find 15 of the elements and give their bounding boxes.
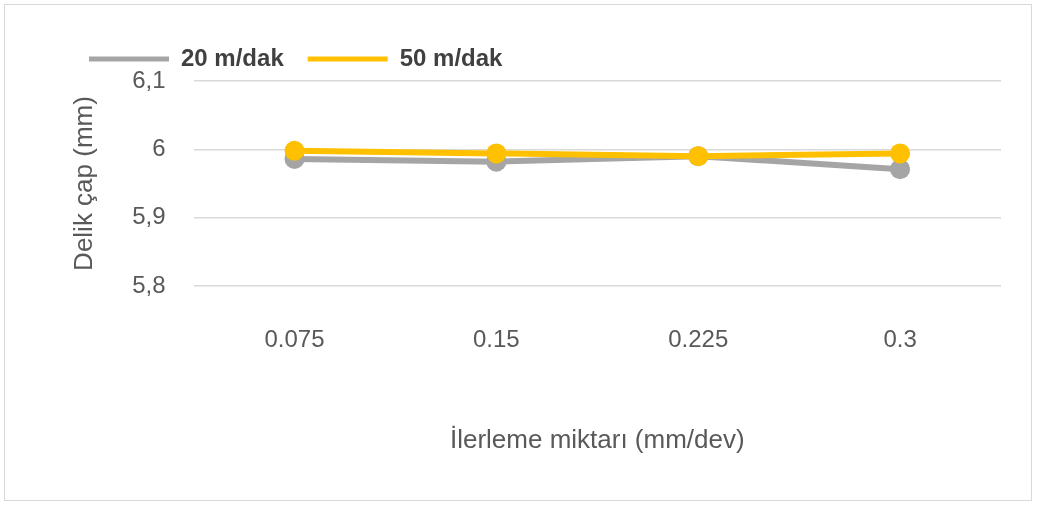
legend-label: 50 m/dak	[399, 43, 504, 71]
y-tick-label: 6,1	[132, 65, 166, 93]
x-tick-label: 0.15	[472, 325, 520, 353]
y-tick-label: 6	[152, 133, 166, 161]
point	[890, 143, 911, 164]
x-tick-label: 0.225	[668, 325, 729, 353]
point	[486, 143, 507, 164]
legend-label: 20 m/dak	[181, 43, 285, 71]
y-axis-title: Delik çap (mm)	[67, 96, 98, 271]
x-tick-label: 0.075	[264, 325, 325, 353]
y-tick-label: 5,8	[132, 270, 166, 298]
x-axis-title: İlerleme miktarı (mm/dev)	[449, 423, 745, 454]
x-tick-label: 0.3	[883, 325, 917, 353]
y-tick-label: 5,9	[132, 202, 166, 230]
point	[284, 140, 305, 161]
